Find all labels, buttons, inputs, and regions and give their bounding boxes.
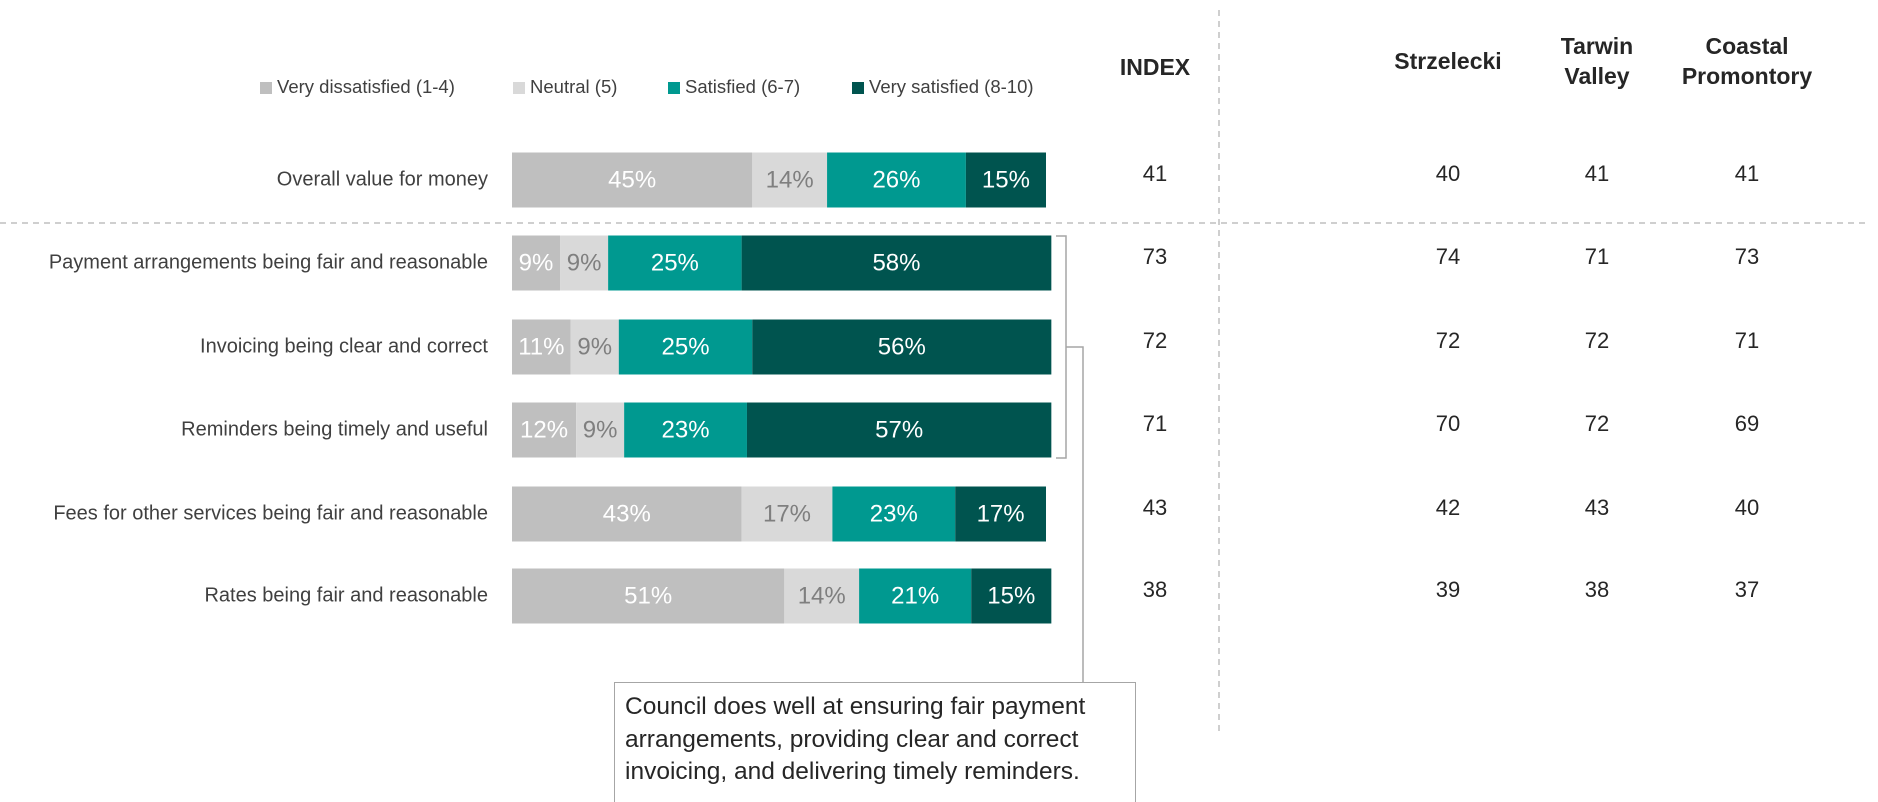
column-header: Tarwin Valley xyxy=(1560,33,1634,89)
legend-label: Satisfied (6-7) xyxy=(685,76,800,97)
value-label: 15% xyxy=(982,166,1030,193)
legend-label: Neutral (5) xyxy=(530,76,617,97)
value-label: 17% xyxy=(977,500,1025,527)
value-label: 9% xyxy=(583,416,618,443)
table-cell: 71 xyxy=(1585,244,1609,269)
category-label: Rates being fair and reasonable xyxy=(204,584,488,606)
bar-segment xyxy=(784,568,860,624)
bar-segment xyxy=(859,568,972,624)
table-cell: 73 xyxy=(1735,244,1759,269)
table-cell: 41 xyxy=(1735,161,1759,186)
table-cell: 71 xyxy=(1735,328,1759,353)
value-label: 56% xyxy=(878,333,926,360)
table-cell: 37 xyxy=(1735,577,1759,602)
bar-segment xyxy=(512,402,577,458)
category-label: Overall value for money xyxy=(277,168,488,190)
value-label: 14% xyxy=(798,582,846,609)
bracket xyxy=(1056,235,1067,459)
bar-segment xyxy=(608,235,742,291)
table-cell: 72 xyxy=(1585,411,1609,436)
table-cell: 69 xyxy=(1735,411,1759,436)
category-label: Reminders being timely and useful xyxy=(181,418,488,440)
table-cell: 39 xyxy=(1436,577,1460,602)
bar-segment xyxy=(576,402,625,458)
category-label: Payment arrangements being fair and reas… xyxy=(49,251,488,273)
bar-segment xyxy=(971,568,1052,624)
bar-segment xyxy=(560,235,609,291)
legend-swatch xyxy=(260,82,272,94)
value-label: 43% xyxy=(603,500,651,527)
bar-segment xyxy=(832,486,956,542)
value-label: 14% xyxy=(766,166,814,193)
table-cell: 38 xyxy=(1585,577,1609,602)
value-label: 23% xyxy=(662,416,710,443)
table-cell: 40 xyxy=(1436,161,1460,186)
table-cell: 71 xyxy=(1143,411,1167,436)
value-label: 23% xyxy=(870,500,918,527)
value-label: 25% xyxy=(651,249,699,276)
bar-segment xyxy=(512,152,753,208)
table-cell: 72 xyxy=(1143,328,1167,353)
bar-segment xyxy=(512,568,785,624)
bar-segment xyxy=(965,152,1046,208)
table-cell: 43 xyxy=(1143,495,1167,520)
column-header: Coastal Promontory xyxy=(1681,33,1813,89)
value-label: 45% xyxy=(608,166,656,193)
bar-segment xyxy=(512,486,742,542)
bar-segment xyxy=(624,402,747,458)
value-label: 57% xyxy=(875,416,923,443)
bar-segment xyxy=(618,319,753,375)
table-cell: 42 xyxy=(1436,495,1460,520)
legend-swatch xyxy=(852,82,864,94)
category-label: Invoicing being clear and correct xyxy=(200,335,488,357)
table-cell: 73 xyxy=(1143,244,1167,269)
table-cell: 43 xyxy=(1585,495,1609,520)
value-label: 21% xyxy=(891,582,939,609)
value-label: 15% xyxy=(987,582,1035,609)
value-label: 12% xyxy=(520,416,568,443)
bar-segment xyxy=(827,152,966,208)
bar-segment xyxy=(570,319,619,375)
bar-segment xyxy=(512,235,561,291)
value-label: 26% xyxy=(872,166,920,193)
legend-label: Very dissatisfied (1-4) xyxy=(277,76,455,97)
bar-segment xyxy=(752,152,828,208)
bar-segment xyxy=(512,319,571,375)
value-label: 9% xyxy=(577,333,612,360)
table-cell: 38 xyxy=(1143,577,1167,602)
table-cell: 41 xyxy=(1585,161,1609,186)
bar-segment xyxy=(741,486,833,542)
bar-segment xyxy=(746,402,1052,458)
value-label: 51% xyxy=(624,582,672,609)
value-label: 17% xyxy=(763,500,811,527)
annotation: Council does well at ensuring fair payme… xyxy=(614,682,1136,802)
column-header: Strzelecki xyxy=(1394,48,1502,75)
table-cell: 70 xyxy=(1436,411,1460,436)
value-label: 9% xyxy=(519,249,554,276)
bar-segment xyxy=(752,319,1052,375)
value-label: 25% xyxy=(662,333,710,360)
table-cell: 40 xyxy=(1735,495,1759,520)
value-label: 9% xyxy=(567,249,602,276)
table-cell: 72 xyxy=(1585,328,1609,353)
bar-segment xyxy=(741,235,1052,291)
bar-segment xyxy=(955,486,1046,542)
value-label: 58% xyxy=(872,249,920,276)
connector xyxy=(1066,346,1084,682)
category-label: Fees for other services being fair and r… xyxy=(53,502,488,524)
legend-swatch xyxy=(668,82,680,94)
value-label: 11% xyxy=(518,333,564,360)
column-header: INDEX xyxy=(1119,54,1191,81)
table-cell: 74 xyxy=(1436,244,1460,269)
table-cell: 41 xyxy=(1143,161,1167,186)
table-cell: 72 xyxy=(1436,328,1460,353)
legend-label: Very satisfied (8-10) xyxy=(869,76,1034,97)
legend-swatch xyxy=(513,82,525,94)
